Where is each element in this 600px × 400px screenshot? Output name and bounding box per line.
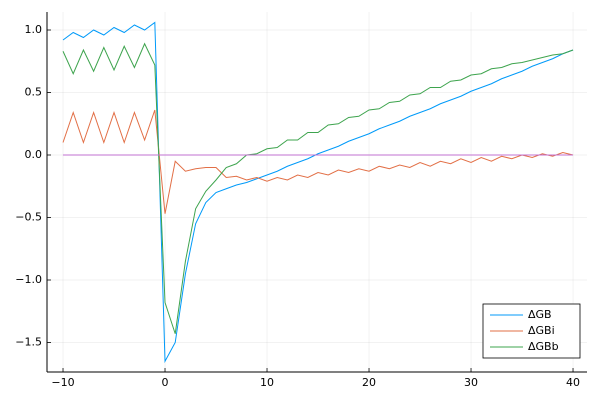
legend: ΔGB ΔGBi ΔGBb: [482, 303, 581, 359]
x-tick-label: 10: [260, 376, 274, 389]
legend-label: ΔGBi: [528, 324, 555, 337]
series-line: [62, 21, 574, 364]
y-tick-label: −1.0: [15, 273, 42, 286]
legend-label: ΔGB: [528, 308, 552, 321]
x-tick-label: 40: [566, 376, 580, 389]
x-tick-label: 30: [464, 376, 478, 389]
x-tick-label: 20: [362, 376, 376, 389]
y-tick-label: −0.5: [15, 211, 42, 224]
series-line: [62, 42, 574, 334]
y-tick-label: 0.5: [25, 86, 43, 99]
y-tick-label: 1.0: [25, 23, 43, 36]
y-tick-label: −1.5: [15, 336, 42, 349]
y-tick-label: 0.0: [25, 148, 43, 161]
legend-label: ΔGBb: [528, 340, 559, 353]
series-line: [62, 109, 574, 214]
x-tick-label: 0: [162, 376, 169, 389]
x-tick-label: −10: [51, 376, 74, 389]
